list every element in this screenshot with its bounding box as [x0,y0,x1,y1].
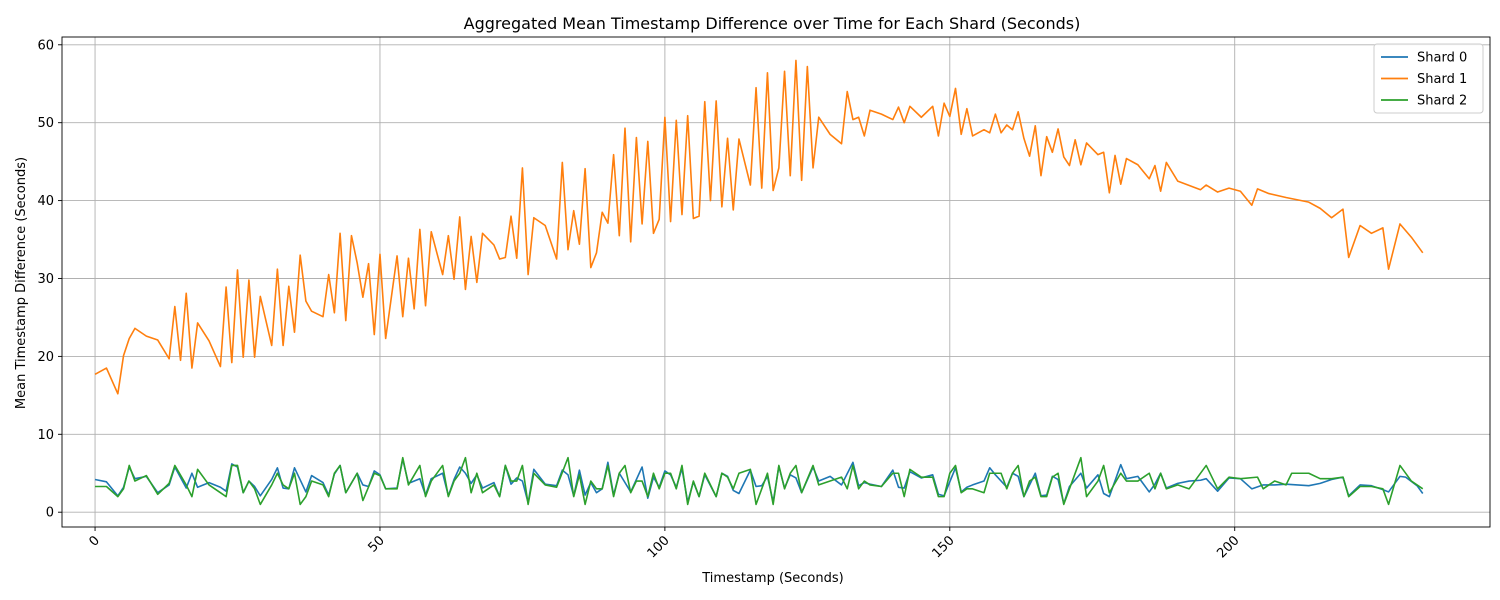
plot-frame [61,36,1491,528]
series-line-shard-1 [94,59,1424,395]
y-tick-label: 50 [37,116,54,131]
y-axis-label: Mean Timestamp Difference (Seconds) [14,157,29,409]
y-tick-label: 60 [37,38,54,53]
legend: Shard 0 Shard 1 Shard 2 [1373,43,1484,114]
series-lines [94,59,1424,506]
y-tick-label: 10 [37,428,54,443]
y-tick-label: 0 [46,506,54,521]
legend-label: Shard 1 [1417,72,1467,87]
y-tick-label: 20 [37,350,54,365]
y-tick-label: 30 [37,272,54,287]
legend-label: Shard 0 [1417,51,1467,66]
legend-box [1373,43,1484,114]
chart-title: Aggregated Mean Timestamp Difference ove… [464,14,1081,33]
x-axis-label: Timestamp (Seconds) [701,571,843,586]
series-line-shard-2 [95,456,1424,506]
legend-label: Shard 2 [1417,94,1467,109]
y-tick-label: 40 [37,194,54,209]
